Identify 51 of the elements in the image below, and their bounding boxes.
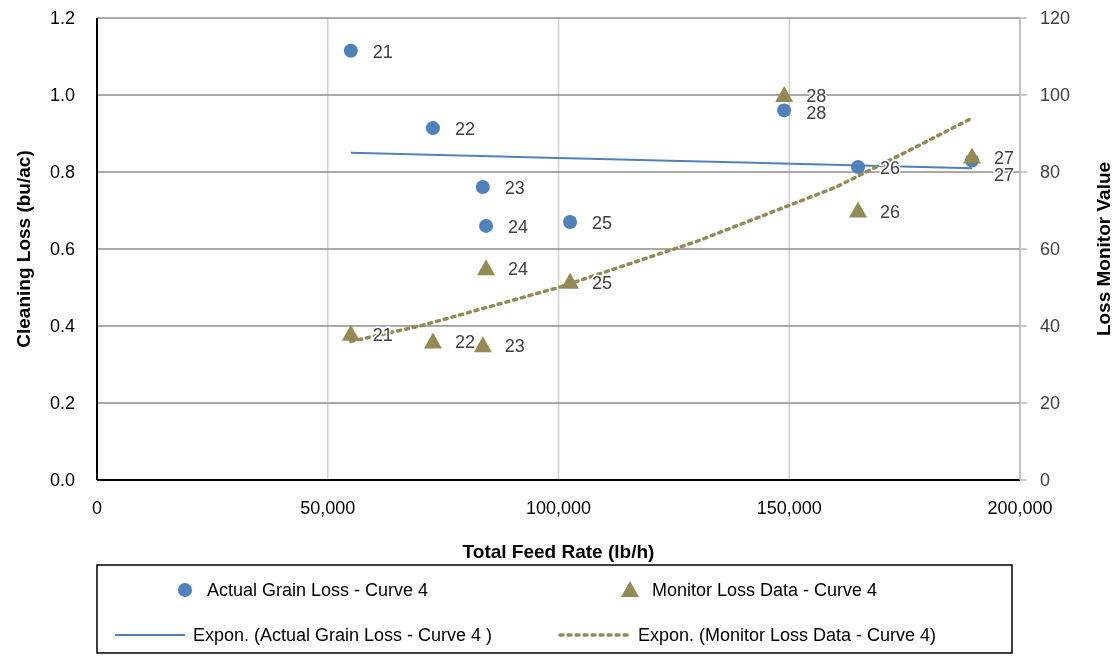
y-tick-label: 0.0 — [49, 470, 75, 491]
annotation: 22 — [454, 332, 475, 353]
y-axis-title: Cleaning Loss (bu/ac) — [13, 150, 34, 348]
x-tick-label: 0 — [91, 498, 103, 518]
annotation: 22 — [454, 119, 475, 140]
point — [777, 103, 792, 118]
legend-label: Expon. (Actual Grain Loss - Curve 4 ) — [193, 625, 493, 646]
point — [473, 336, 492, 353]
x-tick-label: 200,000 — [987, 498, 1053, 518]
y2-axis-title: Loss Monitor Value — [1093, 161, 1114, 337]
annotation: 25 — [592, 272, 613, 293]
annotation: 26 — [880, 201, 901, 222]
legend-label: Expon. (Monitor Loss Data - Curve 4) — [638, 625, 937, 646]
point — [341, 324, 360, 341]
x-tick-label: 100,000 — [525, 498, 592, 518]
y2-tick-label: 80 — [1040, 162, 1061, 183]
y2-tick-label: 0 — [1040, 470, 1051, 491]
point — [479, 218, 494, 233]
x-axis-title: Total Feed Rate (lb/h) — [462, 541, 655, 562]
legend-label: Actual Grain Loss - Curve 4 — [207, 580, 429, 601]
annotation: 28 — [806, 86, 827, 106]
annotation: 23 — [504, 178, 525, 199]
y-tick-label: 1.2 — [49, 8, 75, 29]
x-tick-label: 150,000 — [756, 498, 822, 518]
annotation: 24 — [508, 259, 529, 280]
point — [563, 215, 578, 230]
y-tick-label: 0.8 — [49, 162, 75, 183]
legend-label: Monitor Loss Data - Curve 4 — [652, 580, 878, 601]
y-tick-label: 0.2 — [49, 393, 75, 414]
y2-tick-label: 100 — [1040, 85, 1071, 106]
y-tick-label: 1.0 — [49, 85, 75, 106]
annotation: 24 — [508, 216, 529, 237]
y2-tick-label: 120 — [1040, 8, 1071, 29]
annotation: 21 — [372, 41, 393, 62]
point — [423, 332, 442, 349]
y2-tick-label: 20 — [1040, 393, 1061, 414]
y-tick-label: 0.4 — [49, 316, 75, 337]
point — [849, 201, 868, 218]
annotation: 28 — [806, 103, 827, 123]
point — [475, 180, 490, 195]
point — [963, 147, 981, 164]
y-tick-label: 0.6 — [49, 239, 75, 260]
x-tick-label: 50,000 — [300, 498, 356, 518]
point — [343, 43, 358, 58]
point — [477, 259, 496, 276]
point — [775, 86, 794, 102]
annotation: 23 — [504, 336, 525, 357]
point — [425, 121, 440, 136]
annotation: 25 — [592, 213, 613, 234]
y2-tick-label: 60 — [1040, 239, 1061, 260]
y2-tick-label: 40 — [1040, 316, 1061, 337]
